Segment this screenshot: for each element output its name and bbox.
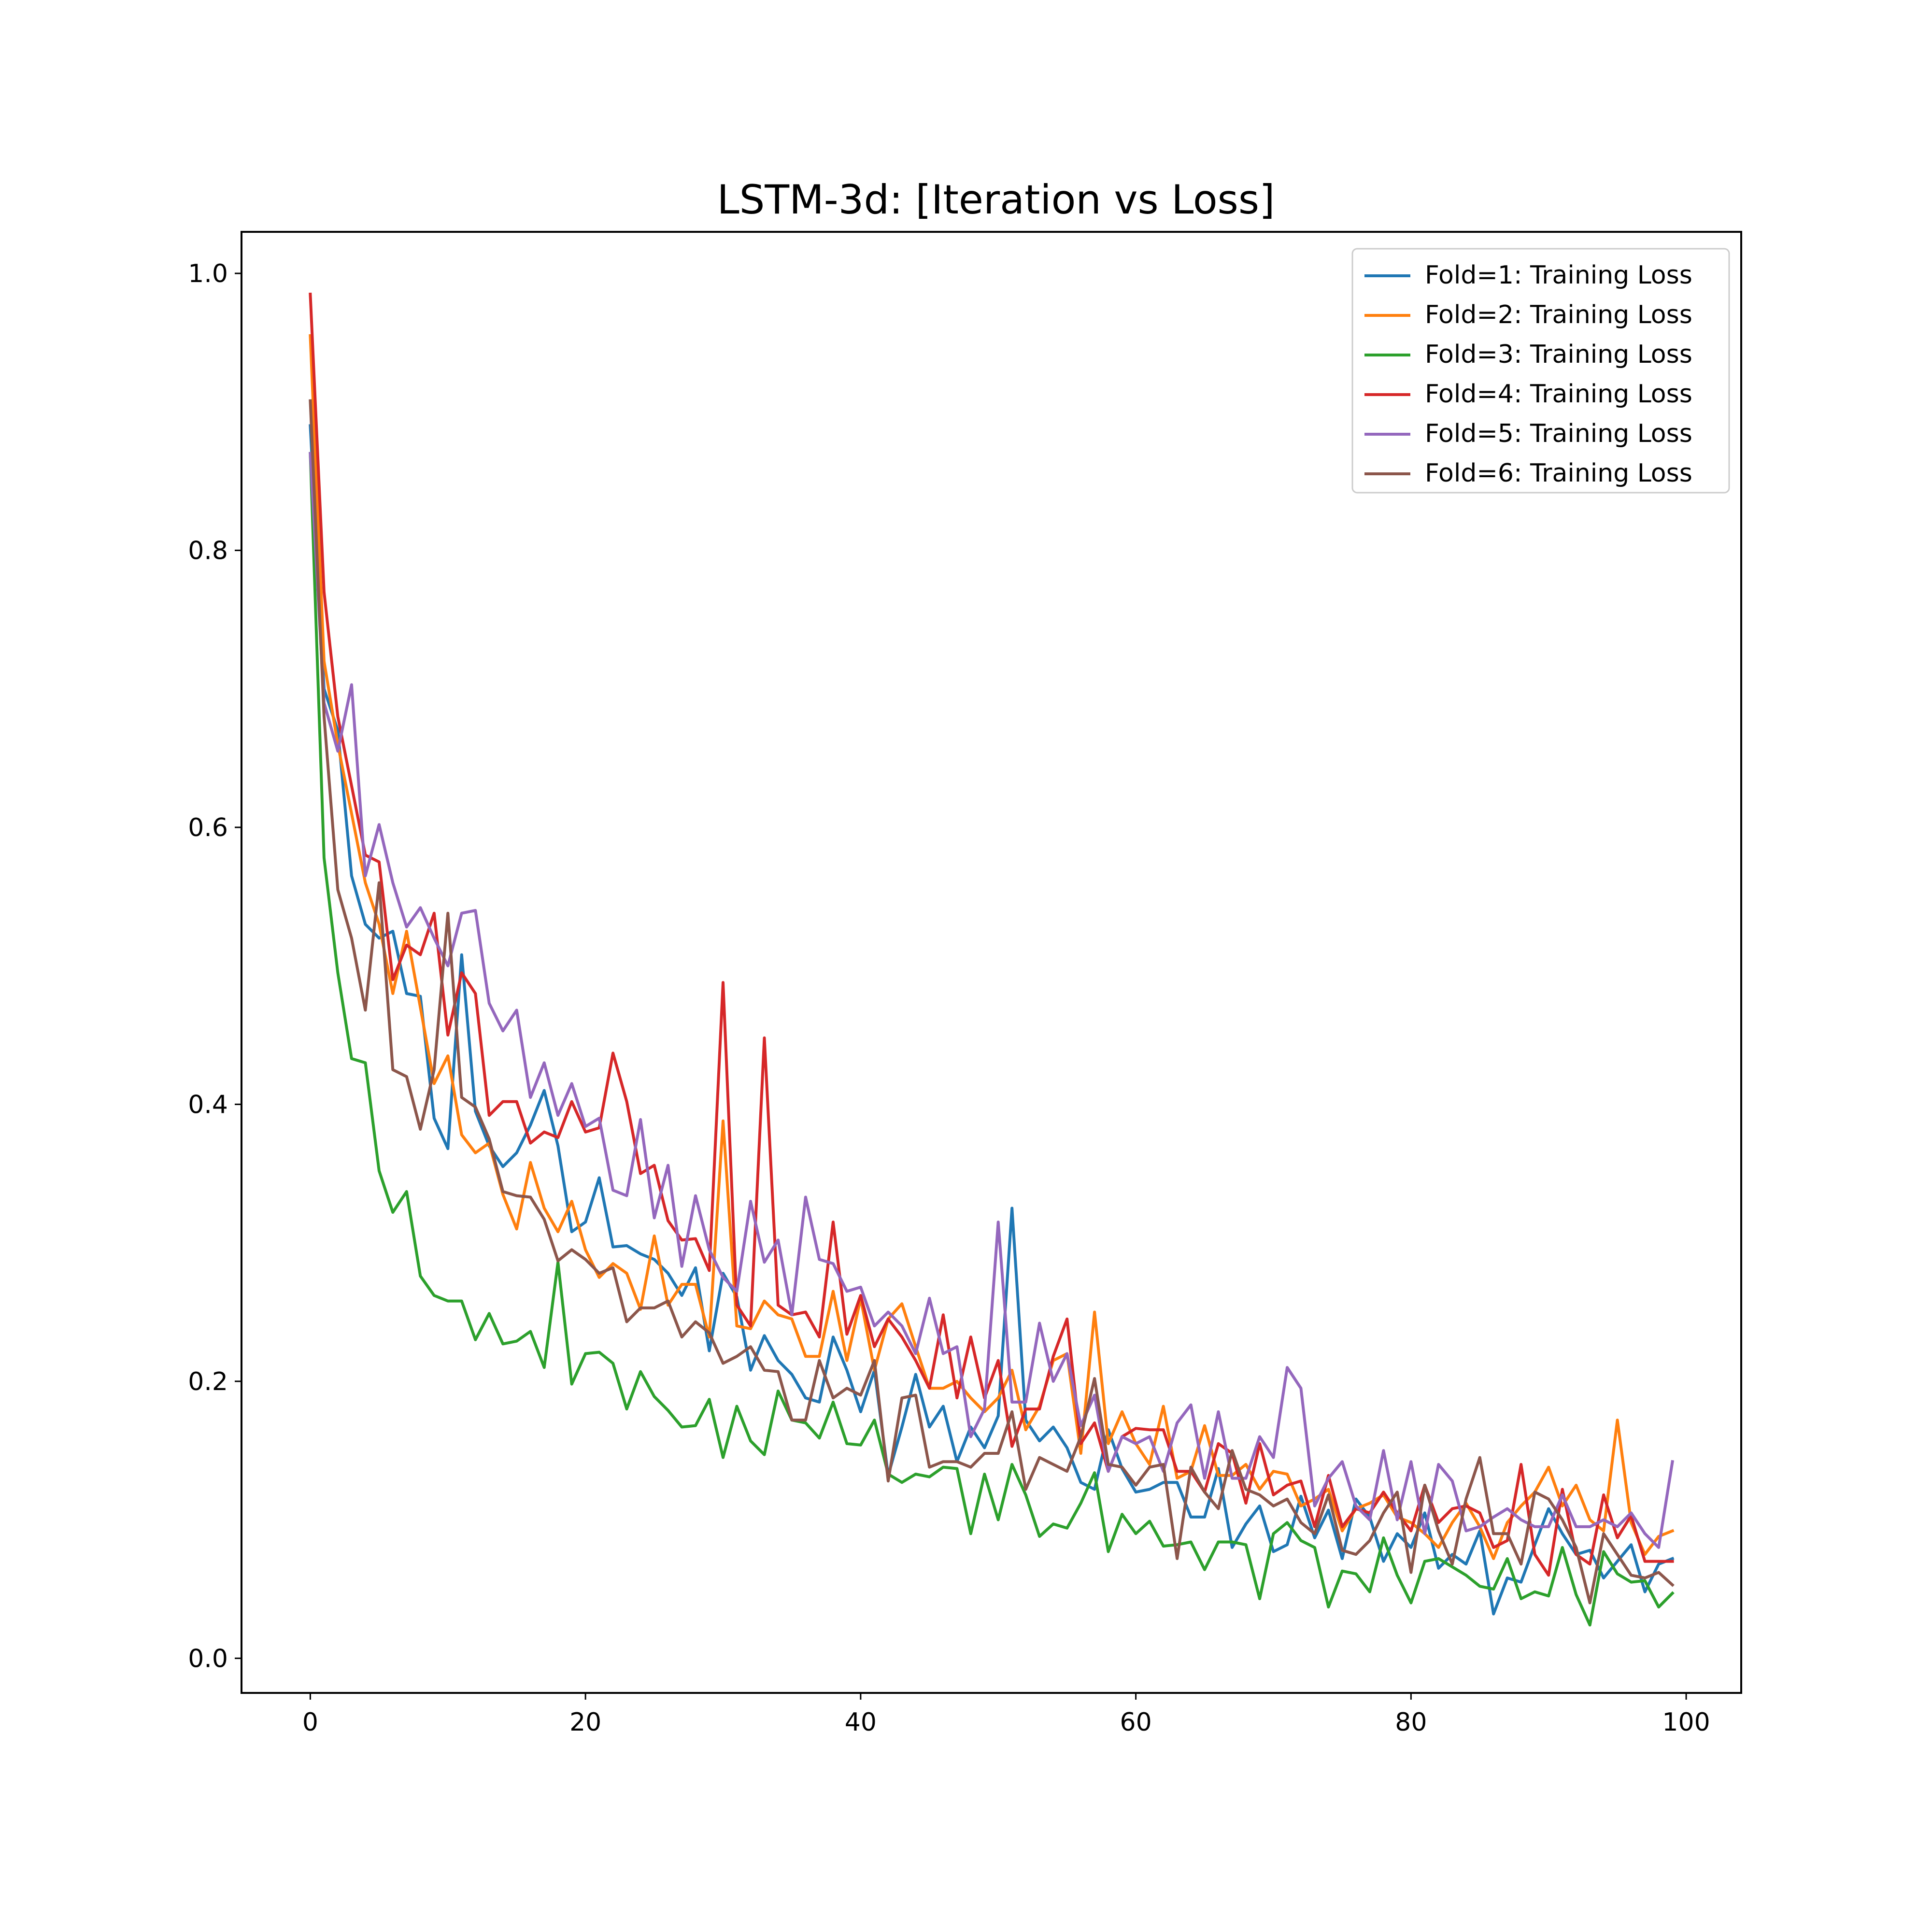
x-tick-label: 40 (845, 1708, 877, 1737)
x-tick-label: 80 (1395, 1708, 1427, 1737)
x-tick-label: 100 (1662, 1708, 1710, 1737)
series-line-fold-2 (309, 334, 1675, 1560)
legend-box (1351, 248, 1730, 494)
series-line-fold-4 (309, 292, 1674, 1577)
series-line-fold-6 (309, 399, 1675, 1605)
series-line-fold-3 (309, 452, 1675, 1627)
plot-lines (309, 292, 1675, 1627)
legend-label-fold-6: Fold=6: Training Loss (1425, 459, 1692, 488)
legend-label-fold-2: Fold=2: Training Loss (1425, 300, 1692, 329)
series-line-fold-5 (309, 452, 1675, 1549)
chart-title: LSTM-3d: [Iteration vs Loss] (717, 176, 1275, 223)
x-axis: 0 20 40 60 80 100 (302, 1693, 1710, 1737)
y-tick-label: 0.0 (188, 1644, 228, 1673)
y-axis: 0.0 0.2 0.4 0.6 0.8 1.0 (188, 259, 242, 1673)
legend-label-fold-4: Fold=4: Training Loss (1425, 380, 1692, 409)
x-tick-label: 60 (1120, 1708, 1152, 1737)
legend: Fold=1: Training Loss Fold=2: Training Lo… (1351, 248, 1730, 494)
x-tick-label: 20 (569, 1708, 601, 1737)
y-tick-label: 0.4 (188, 1090, 228, 1119)
legend-label-fold-3: Fold=3: Training Loss (1425, 340, 1692, 369)
plot-frame (241, 231, 1742, 1694)
y-tick-label: 0.8 (188, 536, 228, 565)
y-tick-label: 0.6 (188, 813, 228, 842)
legend-label-fold-1: Fold=1: Training Loss (1425, 261, 1692, 290)
y-tick-label: 0.2 (188, 1367, 228, 1396)
y-tick-label: 1.0 (188, 259, 228, 288)
legend-label-fold-5: Fold=5: Training Loss (1425, 419, 1692, 448)
x-tick-label: 0 (302, 1708, 318, 1737)
